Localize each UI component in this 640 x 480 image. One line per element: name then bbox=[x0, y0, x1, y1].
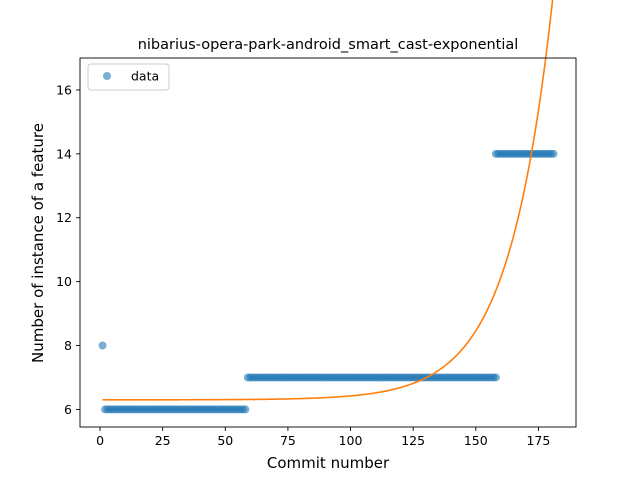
x-tick-label: 125 bbox=[401, 433, 425, 448]
data-point bbox=[241, 405, 250, 414]
x-tick-label: 75 bbox=[280, 433, 296, 448]
x-tick-label: 50 bbox=[217, 433, 233, 448]
data-point bbox=[98, 341, 107, 350]
y-tick-label: 6 bbox=[64, 402, 72, 417]
legend: data bbox=[87, 63, 170, 91]
x-axis-label: Commit number bbox=[267, 454, 390, 472]
data-point bbox=[491, 373, 500, 382]
plot-area bbox=[98, 0, 558, 414]
y-tick-label: 10 bbox=[56, 274, 72, 289]
x-tick-label: 25 bbox=[155, 433, 171, 448]
y-tick-label: 14 bbox=[56, 146, 72, 161]
x-tick-label: 150 bbox=[464, 433, 488, 448]
y-tick-label: 8 bbox=[64, 338, 72, 353]
chart-title: nibarius-opera-park-android_smart_cast-e… bbox=[138, 37, 519, 53]
y-tick-label: 12 bbox=[56, 210, 72, 225]
y-tick-label: 16 bbox=[56, 82, 72, 97]
x-tick-label: 0 bbox=[96, 433, 104, 448]
plot-frame bbox=[79, 57, 577, 428]
legend-marker bbox=[103, 72, 111, 80]
y-axis-label: Number of instance of a feature bbox=[29, 123, 47, 363]
x-tick-label: 175 bbox=[526, 433, 550, 448]
x-tick-label: 100 bbox=[339, 433, 363, 448]
data-point bbox=[549, 149, 558, 158]
legend-label: data bbox=[131, 69, 159, 84]
axes: 0 25 50 75 100 125 150 175 6 8 10 12 14 16 bbox=[56, 57, 577, 448]
legend-box bbox=[87, 63, 170, 91]
fit-line bbox=[102, 0, 554, 401]
